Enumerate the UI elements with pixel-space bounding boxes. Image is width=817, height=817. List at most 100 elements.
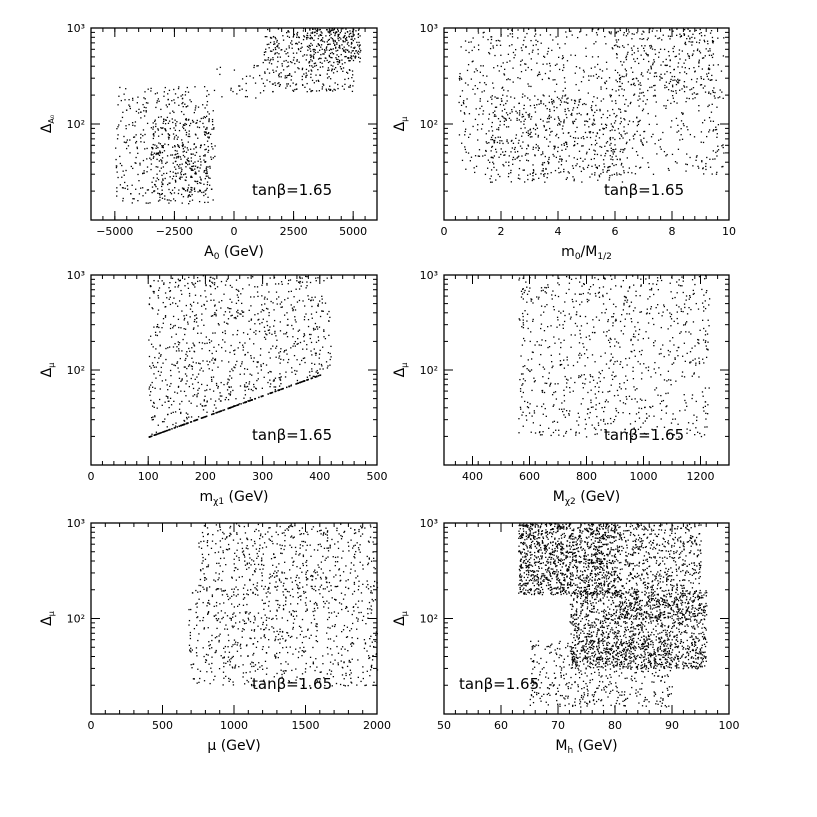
data-point [712, 91, 715, 93]
edge-point [159, 432, 162, 434]
data-point [643, 432, 646, 435]
data-point [505, 126, 508, 128]
data-point [581, 103, 584, 106]
x-tick-label: 100 [138, 470, 159, 483]
data-point [177, 136, 179, 138]
data-point [633, 386, 635, 388]
data-point [303, 28, 305, 30]
data-point [312, 56, 315, 58]
data-point [278, 296, 280, 298]
data-point [160, 108, 162, 111]
data-point [549, 383, 551, 386]
data-point [549, 70, 551, 72]
data-point [483, 90, 485, 92]
data-point [548, 427, 550, 429]
data-point [171, 154, 174, 156]
data-point [711, 79, 713, 81]
data-point [252, 77, 255, 79]
data-point [678, 306, 680, 308]
data-point [555, 135, 557, 137]
data-point [134, 125, 136, 127]
data-point [212, 148, 214, 150]
data-point [281, 63, 283, 65]
data-point [329, 52, 332, 55]
data-point [594, 111, 596, 114]
data-point [519, 77, 521, 80]
data-point [293, 33, 295, 36]
data-point [239, 89, 241, 91]
data-point [175, 350, 178, 352]
data-point [563, 101, 566, 103]
data-point [293, 343, 295, 345]
data-point [653, 59, 655, 61]
data-point [274, 47, 276, 49]
data-point [150, 163, 153, 165]
data-point [185, 357, 187, 360]
data-point [176, 121, 178, 123]
data-point [169, 296, 171, 298]
data-point [470, 41, 472, 43]
data-point [257, 361, 259, 363]
data-point [601, 312, 603, 314]
data-point [556, 326, 558, 328]
data-point [666, 64, 668, 66]
data-point [594, 150, 596, 152]
data-point [324, 57, 326, 59]
data-point [292, 90, 295, 92]
data-point [647, 337, 650, 339]
data-point [245, 382, 247, 384]
data-point [622, 137, 624, 139]
data-point [203, 304, 206, 306]
data-point [133, 136, 136, 138]
data-point [672, 90, 674, 93]
data-point [585, 120, 587, 122]
data-point [721, 166, 723, 168]
data-point [155, 123, 157, 125]
data-point [174, 343, 176, 345]
data-point [190, 153, 193, 155]
data-point [156, 102, 158, 104]
data-point [571, 34, 573, 36]
data-point [532, 318, 534, 321]
data-point [270, 37, 273, 39]
data-point [549, 127, 551, 130]
data-point [517, 156, 519, 158]
data-point [273, 41, 275, 43]
data-point [300, 47, 302, 50]
data-point [186, 86, 188, 89]
data-point [277, 60, 279, 63]
data-point [462, 120, 465, 122]
data-point [554, 90, 556, 93]
data-point [308, 60, 311, 63]
data-point [527, 153, 529, 155]
data-point [492, 111, 494, 114]
data-point [223, 293, 225, 295]
data-point [182, 173, 185, 176]
data-point [171, 100, 173, 102]
data-point [670, 384, 672, 386]
data-point [189, 350, 191, 352]
data-point [205, 172, 208, 175]
data-point [178, 300, 181, 302]
data-point [200, 332, 202, 334]
data-point [534, 380, 536, 382]
data-point [194, 180, 196, 182]
data-point [155, 152, 158, 154]
data-point [187, 119, 190, 121]
edge-point [194, 419, 196, 422]
data-point [621, 75, 623, 78]
data-point [684, 306, 686, 309]
data-point [564, 416, 567, 418]
data-point [650, 44, 652, 47]
data-point [350, 43, 353, 45]
data-point [229, 351, 231, 354]
data-point [321, 365, 323, 367]
data-point [191, 189, 193, 191]
data-point [678, 284, 680, 286]
edge-point [205, 415, 208, 418]
data-point [337, 58, 339, 61]
data-point [291, 367, 293, 369]
data-point [459, 72, 461, 75]
data-point [592, 75, 595, 77]
data-point [640, 378, 643, 380]
